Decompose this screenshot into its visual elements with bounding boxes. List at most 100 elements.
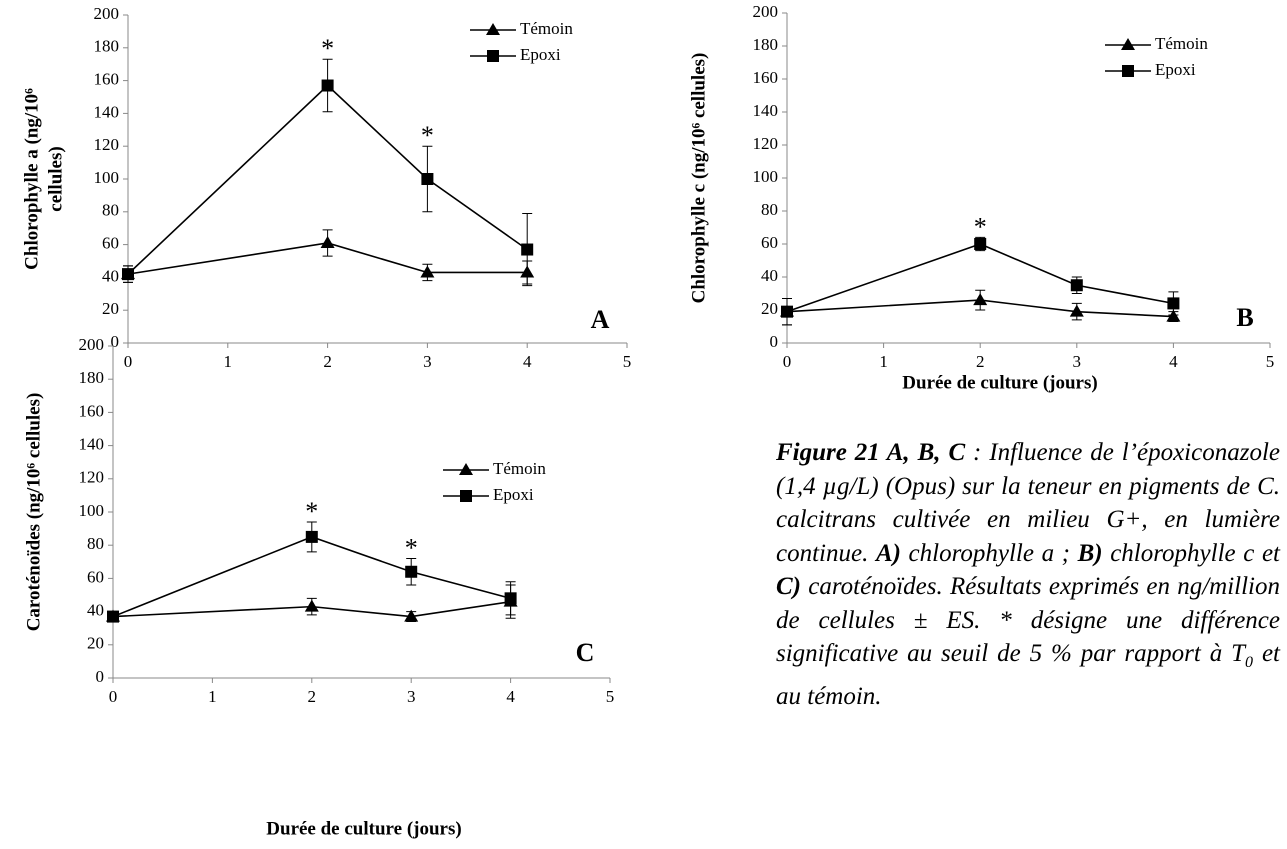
y-tick-label: 40	[102, 266, 119, 285]
y-tick-label: 40	[761, 266, 778, 285]
legend-label: Epoxi	[520, 45, 561, 64]
marker	[487, 50, 499, 62]
y-tick-label: 60	[761, 233, 778, 252]
y-tick-label: 60	[87, 567, 104, 586]
x-tick-label: 5	[1266, 352, 1275, 371]
caption-part: : Influence de l’époxiconazole (1,4 µg/L…	[776, 439, 1280, 567]
caption-part: et au témoin.	[776, 640, 1280, 710]
marker	[1122, 65, 1134, 77]
x-tick-label: 1	[879, 352, 888, 371]
marker	[504, 592, 517, 605]
caption-part: A)	[875, 539, 901, 567]
y-tick-label: 140	[753, 101, 779, 120]
x-tick-label: 2	[323, 352, 332, 371]
legend-label: Epoxi	[1155, 60, 1196, 79]
x-tick-label: 2	[308, 687, 317, 706]
y-tick-label: 120	[79, 468, 105, 487]
marker	[974, 238, 987, 250]
significance-mark: *	[405, 533, 418, 562]
marker	[460, 490, 472, 502]
y-tick-label: 40	[87, 601, 104, 620]
marker	[320, 235, 335, 248]
y-tick-label: 180	[94, 37, 120, 56]
marker	[107, 610, 119, 623]
y-tick-label: 200	[753, 2, 779, 21]
y-tick-label: 0	[96, 667, 105, 686]
y-tick-label: 120	[94, 135, 120, 154]
marker	[973, 293, 988, 306]
marker	[321, 79, 334, 92]
significance-mark: *	[421, 121, 434, 150]
x-tick-label: 3	[423, 352, 432, 371]
series-line	[127, 84, 528, 275]
y-axis-label: Chlorophylle c (ng/10⁶ cellules)	[688, 53, 709, 304]
y-tick-label: 160	[94, 70, 120, 89]
x-axis-label: Durée de culture (jours)	[902, 372, 1097, 393]
caption-part: C)	[776, 573, 801, 600]
y-tick-label: 20	[102, 299, 119, 318]
marker	[1167, 297, 1180, 310]
y-tick-label: 60	[102, 234, 119, 253]
series-line	[112, 536, 511, 618]
x-tick-label: 5	[623, 352, 632, 371]
caption-part: chlorophylle c et	[1102, 539, 1280, 567]
caption-part: chlorophylle a ;	[900, 539, 1078, 567]
panel-label: C	[576, 638, 595, 667]
y-tick-label: 0	[111, 332, 120, 351]
marker	[421, 173, 434, 185]
caption-part: caroténoïdes. Résultats exprimés en ng/m…	[776, 573, 1280, 667]
panel-label: A	[591, 305, 610, 334]
marker	[459, 463, 473, 475]
marker	[420, 265, 435, 278]
series-line	[786, 243, 1174, 313]
y-tick-label: 100	[94, 168, 120, 187]
significance-mark: *	[321, 34, 334, 63]
marker	[405, 565, 418, 578]
series-line	[112, 600, 511, 618]
y-axis-label: Caroténoïdes (ng/10⁶ cellules)	[23, 393, 44, 632]
y-tick-label: 180	[79, 368, 105, 387]
marker	[1069, 304, 1084, 317]
caption: Figure 21 A, B, C : Influence de l’époxi…	[776, 436, 1280, 713]
y-tick-label: 140	[94, 102, 120, 121]
marker	[122, 268, 134, 281]
significance-mark: *	[974, 212, 987, 241]
legend-label: Témoin	[520, 19, 573, 38]
y-tick-label: 180	[753, 35, 779, 54]
y-tick-label: 0	[770, 332, 779, 351]
x-tick-label: 1	[208, 687, 217, 706]
marker	[781, 305, 793, 318]
y-tick-label: 200	[94, 4, 120, 23]
y-tick-label: 160	[753, 68, 779, 87]
series-line	[786, 299, 1174, 318]
caption-part: B)	[1077, 539, 1103, 567]
significance-mark: *	[305, 497, 318, 526]
legend-label: Témoin	[493, 459, 546, 478]
y-axis-label: cellules)	[45, 146, 66, 211]
marker	[1166, 309, 1181, 322]
marker	[304, 599, 319, 612]
panel-label: B	[1236, 303, 1253, 332]
y-tick-label: 100	[79, 501, 105, 520]
x-tick-label: 0	[109, 687, 118, 706]
y-tick-label: 20	[761, 299, 778, 318]
y-axis-label: Chlorophylle a (ng/10⁶	[21, 88, 42, 270]
y-tick-label: 160	[79, 401, 105, 420]
caption-part: 0	[1245, 654, 1254, 671]
y-tick-label: 120	[753, 134, 779, 153]
y-tick-label: 80	[761, 200, 778, 219]
x-tick-label: 0	[783, 352, 792, 371]
y-tick-label: 80	[102, 201, 119, 220]
marker	[1070, 279, 1083, 292]
x-tick-label: 4	[523, 352, 532, 371]
y-tick-label: 200	[79, 335, 105, 354]
x-tick-label: 2	[976, 352, 985, 371]
x-tick-label: 4	[1169, 352, 1178, 371]
legend-label: Epoxi	[493, 485, 534, 504]
marker	[1121, 38, 1135, 50]
x-tick-label: 1	[224, 352, 233, 371]
x-tick-label: 4	[506, 687, 515, 706]
x-tick-label: 3	[407, 687, 416, 706]
